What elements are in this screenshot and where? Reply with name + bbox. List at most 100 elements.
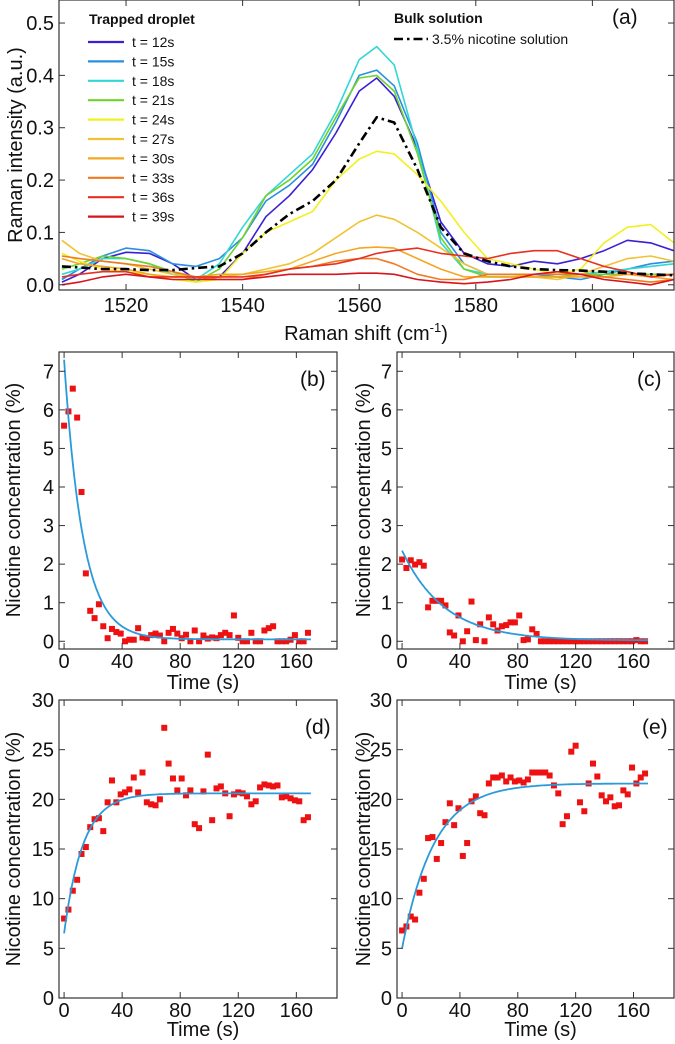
- data-point: [542, 769, 549, 776]
- data-point: [589, 760, 596, 767]
- data-point: [485, 614, 492, 621]
- data-point: [156, 632, 163, 639]
- plot-frame: [58, 0, 675, 291]
- x-axis-label: Time (s): [167, 1019, 240, 1041]
- data-point: [490, 621, 497, 628]
- data-point: [537, 638, 544, 645]
- data-point: [637, 774, 644, 781]
- plot-frame: [58, 699, 338, 999]
- x-tick-label: 1540: [220, 295, 265, 317]
- data-point: [420, 875, 427, 882]
- data-point: [511, 778, 518, 785]
- data-point: [143, 635, 150, 642]
- data-point: [74, 414, 81, 421]
- series-line-3: [61, 74, 674, 283]
- data-point: [178, 775, 185, 782]
- y-tick-label: 7: [381, 361, 392, 383]
- data-point: [511, 619, 518, 626]
- y-tick-label: 0.1: [26, 222, 54, 244]
- data-point: [637, 638, 644, 645]
- y-axis-label: Nicotine concentration (%): [353, 732, 375, 967]
- data-point: [252, 798, 259, 805]
- y-tick-label: 0: [381, 988, 392, 1010]
- data-point: [126, 786, 133, 793]
- data-point: [516, 612, 523, 619]
- data-point: [429, 834, 436, 841]
- data-point: [581, 808, 588, 815]
- data-point: [87, 607, 94, 614]
- x-tick-label: 120: [222, 651, 255, 673]
- data-point: [581, 638, 588, 645]
- data-point: [425, 835, 432, 842]
- y-tick-label: 0.3: [26, 118, 54, 140]
- data-point: [135, 789, 142, 796]
- data-point: [257, 638, 264, 645]
- data-point: [629, 764, 636, 771]
- data-point: [416, 889, 423, 896]
- y-axis-label: Raman intensity (a.u.): [5, 47, 27, 243]
- data-point: [283, 793, 290, 800]
- data-point: [265, 782, 272, 789]
- data-point: [568, 748, 575, 755]
- x-tick-label: 0: [59, 651, 70, 673]
- panel-label: (b): [300, 368, 326, 391]
- data-point: [296, 638, 303, 645]
- legend-label: t = 30s: [132, 150, 174, 166]
- y-axis-label: Nicotine concentration (%): [3, 732, 25, 967]
- legend-title: Trapped droplet: [89, 11, 195, 27]
- data-point: [399, 927, 406, 934]
- data-point: [412, 916, 419, 923]
- data-point: [91, 816, 98, 823]
- y-tick-label: 30: [32, 690, 54, 712]
- x-tick-label: 160: [617, 651, 650, 673]
- data-point: [139, 634, 146, 641]
- data-point: [200, 632, 207, 639]
- x-tick-label: 120: [559, 651, 592, 673]
- data-point: [296, 798, 303, 805]
- data-point: [568, 638, 575, 645]
- data-point: [239, 638, 246, 645]
- plot-area: [61, 724, 311, 934]
- data-point: [603, 798, 610, 805]
- y-tick-label: 4: [381, 477, 392, 499]
- data-point: [399, 556, 406, 563]
- data-point: [472, 637, 479, 644]
- x-axis-label: Time (s): [504, 1019, 577, 1041]
- data-point: [122, 789, 129, 796]
- y-tick-label: 0: [43, 631, 54, 653]
- y-tick-label: 0.2: [26, 170, 54, 192]
- data-point: [156, 796, 163, 803]
- y-tick-label: 10: [370, 889, 392, 911]
- data-point: [235, 789, 242, 796]
- series-line-1: [61, 69, 674, 281]
- data-point: [139, 769, 146, 776]
- x-tick-label: 40: [111, 651, 133, 673]
- y-tick-label: 6: [381, 400, 392, 422]
- fit-curve: [63, 359, 311, 641]
- data-point: [230, 791, 237, 798]
- y-tick-label: 5: [381, 438, 392, 460]
- data-point: [187, 638, 194, 645]
- y-tick-label: 15: [370, 839, 392, 861]
- data-point: [300, 817, 307, 824]
- data-point: [230, 612, 237, 619]
- y-tick-label: 0.5: [26, 13, 54, 35]
- data-point: [148, 632, 155, 639]
- data-point: [126, 636, 133, 643]
- plot-frame: [396, 699, 675, 999]
- data-point: [191, 627, 198, 634]
- data-point: [642, 638, 649, 645]
- x-axis-label-end: ): [441, 323, 448, 345]
- data-point: [524, 776, 531, 783]
- data-point: [642, 770, 649, 777]
- data-point: [546, 772, 553, 779]
- data-point: [152, 630, 159, 637]
- data-point: [503, 778, 510, 785]
- data-point: [576, 638, 583, 645]
- data-point: [117, 630, 124, 637]
- data-point: [291, 797, 298, 804]
- data-point: [248, 629, 255, 636]
- data-point: [304, 814, 311, 821]
- data-point: [100, 828, 107, 835]
